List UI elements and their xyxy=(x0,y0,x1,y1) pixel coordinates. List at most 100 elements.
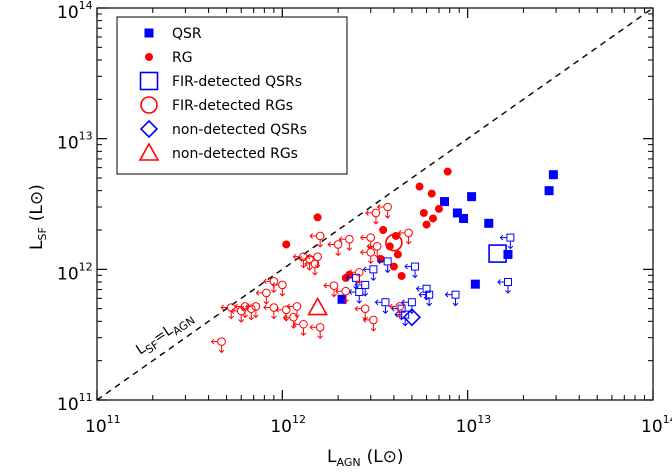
data-point xyxy=(544,186,554,196)
left-arrow-head xyxy=(230,308,235,314)
data-point xyxy=(360,233,376,250)
data-point xyxy=(419,208,428,217)
down-arrow-head xyxy=(270,289,277,293)
marker-circle xyxy=(360,304,370,313)
data-point xyxy=(348,267,364,284)
data-point xyxy=(470,279,480,289)
data-point xyxy=(548,170,558,180)
marker-circle xyxy=(371,208,381,218)
marker-circle xyxy=(315,323,325,332)
legend-symbol xyxy=(138,142,160,161)
data-point xyxy=(348,288,364,304)
legend-label: FIR-detected RGs xyxy=(172,98,293,114)
down-arrow-head xyxy=(263,301,270,305)
data-point xyxy=(503,249,513,259)
x-tick-label: 1011 xyxy=(85,413,121,437)
data-point xyxy=(389,262,398,271)
marker-circle xyxy=(366,248,376,257)
series-rg xyxy=(282,167,452,282)
data-point xyxy=(374,298,390,314)
left-arrow-head xyxy=(360,249,364,256)
data-point xyxy=(376,257,392,274)
down-arrow-head xyxy=(370,277,377,282)
x-tick-label: 1014 xyxy=(641,413,672,437)
one-to-one-line xyxy=(96,7,654,401)
marker-circle xyxy=(354,267,364,277)
marker-circle xyxy=(315,231,325,241)
left-arrow-head xyxy=(397,230,402,236)
data-point xyxy=(402,308,422,327)
left-arrow-head xyxy=(335,288,339,295)
down-arrow-head xyxy=(248,316,255,321)
data-points xyxy=(210,167,558,354)
data-point xyxy=(484,218,494,228)
down-arrow-head xyxy=(342,299,349,303)
axis-ticks: 1011 1012 1013 1014 1011 1012 1013 1014 xyxy=(57,0,672,437)
data-point xyxy=(366,242,382,259)
down-arrow-head xyxy=(505,290,511,294)
series-qsr-upper-limits xyxy=(345,233,515,327)
marker-circle xyxy=(278,280,287,290)
left-arrow-head xyxy=(374,299,379,306)
x-tick-label: 1012 xyxy=(270,413,306,437)
left-arrow-head xyxy=(389,303,393,310)
marker-circle xyxy=(333,240,343,249)
down-arrow-head xyxy=(384,215,391,219)
left-arrow-head xyxy=(292,321,297,328)
data-point xyxy=(488,244,507,263)
data-point xyxy=(422,220,431,229)
marker-circle xyxy=(313,252,322,261)
data-point xyxy=(240,304,256,321)
data-point xyxy=(379,225,388,234)
data-point xyxy=(360,248,376,265)
legend-item: RG xyxy=(145,50,193,66)
y-tick-label: 1012 xyxy=(57,260,93,284)
left-arrow-head xyxy=(499,234,504,241)
data-point xyxy=(313,213,322,222)
left-arrow-head xyxy=(338,236,343,243)
legend-symbol xyxy=(144,28,154,38)
marker-circle xyxy=(369,315,378,325)
marker-circle xyxy=(292,302,302,311)
legend-label: FIR-detected QSRs xyxy=(172,74,302,90)
data-point xyxy=(263,303,279,320)
left-arrow-head xyxy=(394,311,399,318)
left-arrow-head xyxy=(401,299,405,306)
data-point xyxy=(255,288,271,305)
marker-square xyxy=(503,277,512,286)
legend-label: QSR xyxy=(172,26,202,42)
data-point xyxy=(404,262,420,279)
down-arrow-head xyxy=(402,322,409,327)
data-point xyxy=(354,280,370,297)
legend-label: non-detected RGs xyxy=(172,146,298,162)
data-point xyxy=(337,294,347,304)
left-arrow-head xyxy=(348,269,353,276)
left-arrow-head xyxy=(306,253,311,260)
data-point xyxy=(393,250,402,259)
data-point xyxy=(210,337,226,354)
legend-item: non-detected RGs xyxy=(138,142,298,162)
data-point xyxy=(444,290,460,307)
legend-label: non-detected QSRs xyxy=(172,122,307,138)
down-arrow-head xyxy=(367,260,374,265)
left-arrow-head xyxy=(376,258,381,265)
left-arrow-head xyxy=(245,303,249,310)
down-arrow-head xyxy=(270,315,277,320)
down-arrow-head xyxy=(426,302,433,307)
data-point xyxy=(354,304,370,321)
down-arrow-head xyxy=(238,319,245,323)
down-arrow-head xyxy=(331,293,337,298)
series-rg-upper-limits xyxy=(210,202,413,354)
down-arrow-head xyxy=(452,302,459,307)
marker-square xyxy=(422,284,431,293)
down-arrow-head xyxy=(317,335,324,340)
down-arrow-head xyxy=(317,244,324,248)
marker-square xyxy=(506,233,515,242)
data-point xyxy=(275,305,291,322)
left-arrow-head xyxy=(282,314,287,321)
marker-circle xyxy=(281,305,291,315)
data-point xyxy=(338,234,354,251)
data-point xyxy=(365,208,381,225)
left-arrow-head xyxy=(292,253,297,260)
down-arrow-head xyxy=(218,349,225,354)
